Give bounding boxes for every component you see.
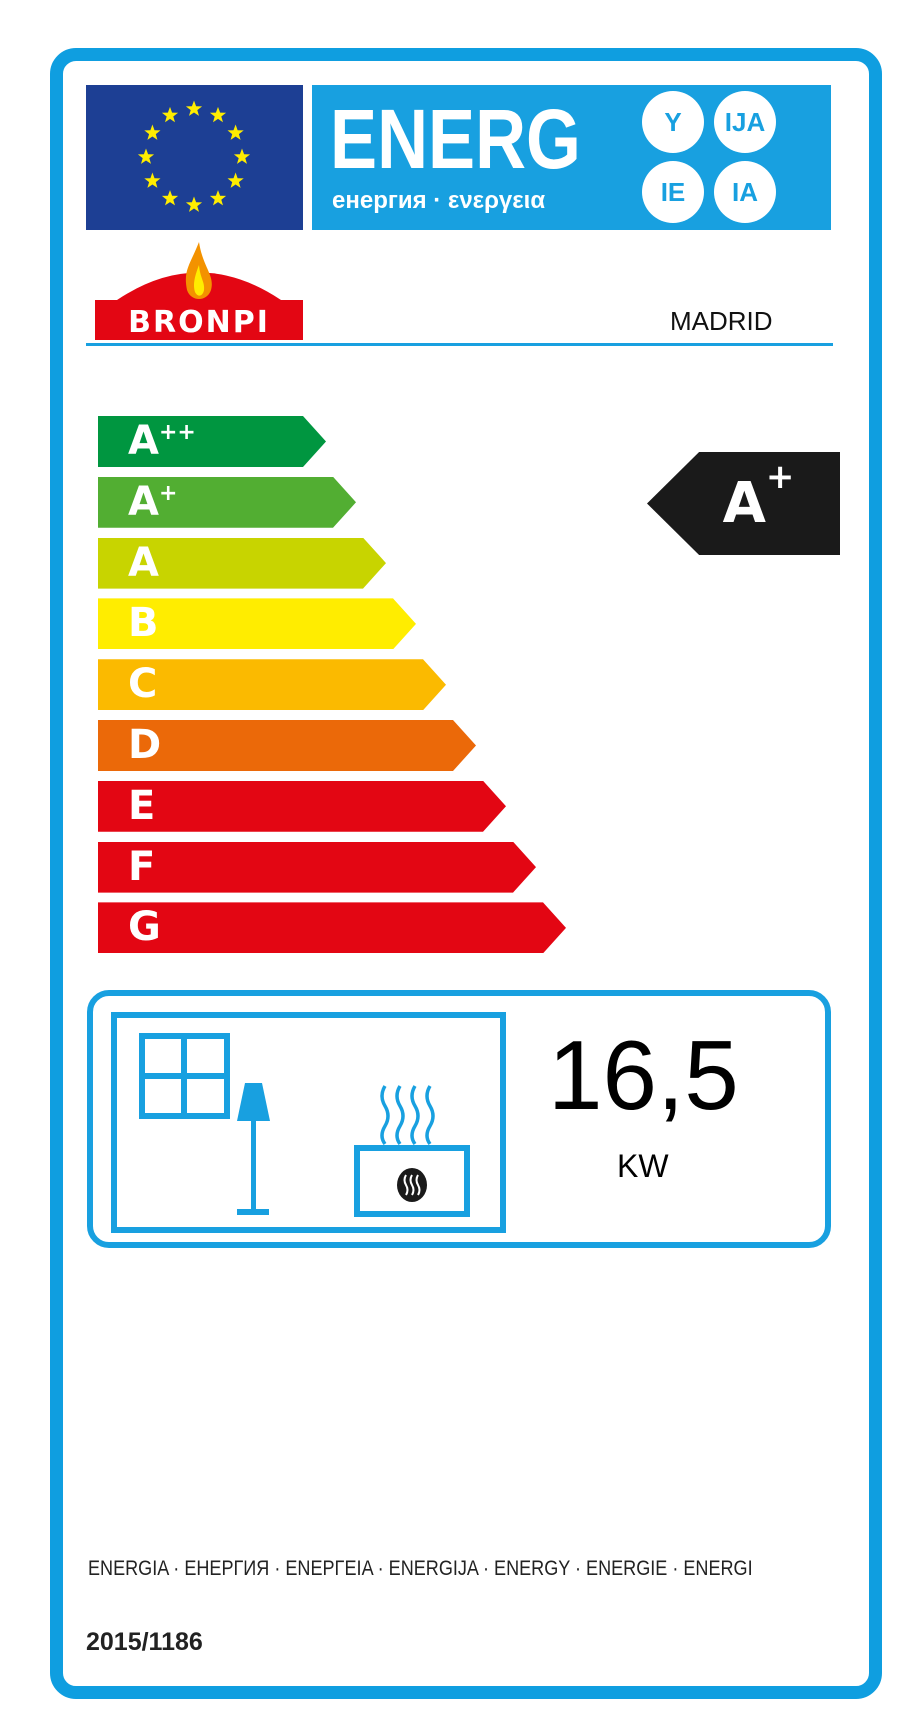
star-icon	[185, 100, 203, 116]
scale-letter: A	[128, 539, 159, 586]
regulation-number: 2015/1186	[86, 1628, 203, 1656]
model-name: MADRID	[670, 306, 773, 336]
scale-letter: G	[128, 904, 161, 951]
power-value: 16,5	[548, 1020, 739, 1130]
star-icon	[227, 172, 244, 188]
eu-flag-icon	[86, 85, 303, 230]
scale-bar-5: D	[98, 720, 476, 771]
suffix-y: Y	[642, 91, 704, 153]
room-illustration	[111, 1012, 506, 1233]
star-icon	[137, 148, 155, 164]
scale-bar-3: B	[98, 598, 416, 650]
scale-letter: C	[128, 661, 158, 708]
scale-bar-1: A+	[98, 476, 356, 528]
window-icon	[139, 1033, 230, 1119]
star-icon	[209, 190, 227, 206]
energy-word: ENERG	[330, 92, 581, 186]
rating-sup: +	[765, 457, 795, 497]
suffix-ija: IJA	[714, 91, 776, 153]
scale-bar-6: E	[98, 780, 506, 832]
energy-subtitle: енергия · ενεργεια	[332, 187, 546, 214]
star-icon	[144, 124, 161, 140]
scale-letter: A	[128, 478, 159, 525]
star-icon	[161, 190, 179, 206]
rating-letter: A	[722, 471, 766, 536]
scale-sup: ++	[158, 420, 196, 445]
star-icon	[185, 196, 203, 212]
label-frame	[50, 48, 882, 1699]
energy-banner: ENERG енергия · ενεργεια Y IJA IE IA	[312, 85, 831, 230]
scale-bar-2: A	[98, 537, 386, 589]
scale-bar-8: G	[98, 902, 566, 954]
star-icon	[209, 106, 227, 123]
scale-bar-0: A++	[98, 416, 326, 467]
star-icon	[144, 172, 161, 188]
scale-bar-7: F	[98, 841, 536, 893]
scale-letter: F	[128, 843, 156, 890]
star-icon	[227, 124, 244, 140]
scale-letter: B	[128, 600, 159, 647]
star-icon	[233, 148, 251, 164]
scale-letter: E	[128, 782, 156, 829]
suffix-ie: IE	[642, 161, 704, 223]
scale-bar-4: C	[98, 659, 446, 711]
logo-text: BRONPI	[128, 305, 270, 340]
bronpi-logo: BRONPI	[95, 240, 303, 340]
output-panel	[87, 990, 831, 1248]
scale-sup: +	[158, 480, 178, 506]
suffix-ia: IA	[714, 161, 776, 223]
footer-languages: ENERGIA · ЕНЕРГИЯ · ΕΝΕΡΓΕΙΑ · ENERGIJA …	[88, 1557, 753, 1580]
divider	[86, 343, 833, 346]
scale-letter: A	[128, 418, 159, 464]
heater-icon	[354, 1085, 470, 1217]
power-unit: KW	[617, 1148, 669, 1184]
lamp-icon	[237, 1083, 270, 1215]
star-icon	[161, 106, 179, 123]
scale-letter: D	[128, 722, 162, 768]
